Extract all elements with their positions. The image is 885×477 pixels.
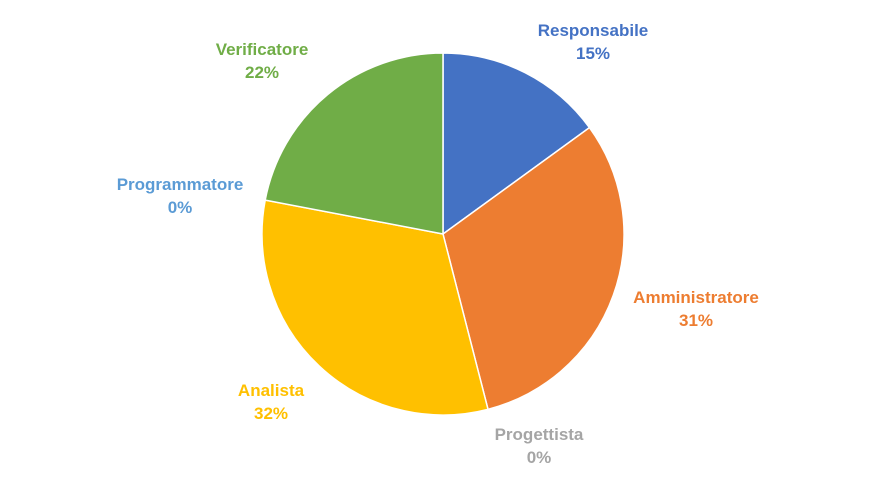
- pie-data-labels: Responsabile 15% Amministratore 31% Progetti…: [117, 21, 759, 467]
- slice-label-progettista: Progettista: [495, 425, 584, 444]
- slice-percent-programmatore: 0%: [168, 198, 193, 217]
- pie-slice-analista: [261, 199, 489, 416]
- pie-slice-responsabile: [442, 52, 591, 236]
- pie-slice-verificatore: [264, 52, 444, 235]
- slice-percent-verificatore: 22%: [245, 63, 279, 82]
- slice-label-verificatore: Verificatore: [216, 40, 309, 59]
- data-label-responsabile: Responsabile 15%: [538, 21, 649, 63]
- slice-label-analista: Analista: [238, 381, 305, 400]
- data-label-verificatore: Verificatore 22%: [216, 40, 309, 82]
- data-label-programmatore: Programmatore 0%: [117, 175, 244, 217]
- slice-percent-progettista: 0%: [527, 448, 552, 467]
- slice-percent-amministratore: 31%: [679, 311, 713, 330]
- data-label-progettista: Progettista 0%: [495, 425, 584, 467]
- slice-label-amministratore: Amministratore: [633, 288, 759, 307]
- data-label-analista: Analista 32%: [238, 381, 305, 423]
- slice-percent-analista: 32%: [254, 404, 288, 423]
- slice-label-programmatore: Programmatore: [117, 175, 244, 194]
- pie-slices: [261, 52, 625, 416]
- slice-label-responsabile: Responsabile: [538, 21, 649, 40]
- slice-percent-responsabile: 15%: [576, 44, 610, 63]
- data-label-amministratore: Amministratore 31%: [633, 288, 759, 330]
- pie-slice-amministratore: [442, 126, 625, 411]
